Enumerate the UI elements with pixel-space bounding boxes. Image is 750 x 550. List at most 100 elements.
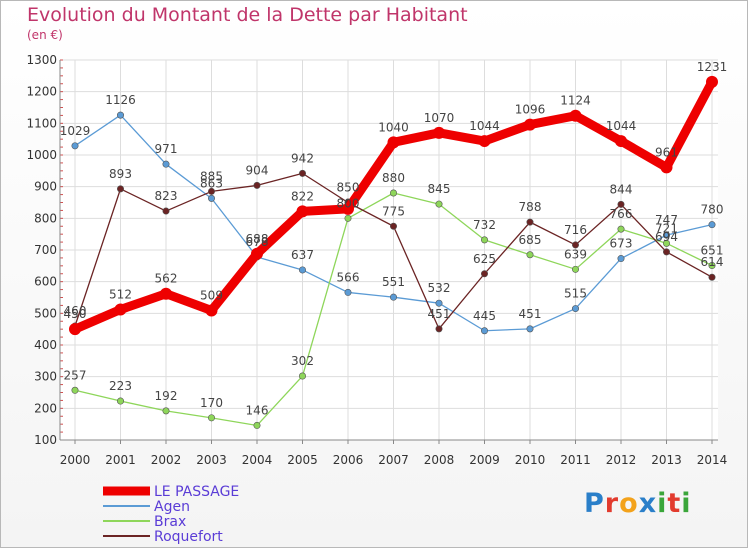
data-point — [296, 205, 309, 218]
data-point — [114, 303, 127, 316]
data-label: 460 — [64, 304, 87, 318]
data-point — [344, 288, 352, 296]
data-point — [387, 136, 400, 149]
data-label: 823 — [155, 189, 178, 203]
y-tick-label: 1200 — [26, 85, 57, 99]
data-label: 673 — [610, 237, 633, 251]
y-tick-label: 400 — [34, 338, 57, 352]
legend-label: LE PASSAGE — [154, 484, 239, 500]
data-point — [117, 397, 125, 405]
data-point — [571, 265, 579, 273]
data-label: 961 — [655, 145, 678, 159]
data-point — [435, 200, 443, 208]
data-point — [435, 299, 443, 307]
data-label: 942 — [291, 151, 314, 165]
legend-label: Agen — [154, 499, 190, 515]
legend-label: Roquefort — [154, 529, 223, 545]
data-label: 845 — [428, 182, 451, 196]
data-point — [706, 75, 718, 88]
data-point — [251, 247, 263, 260]
data-label: 780 — [701, 203, 724, 217]
x-tick-label: 2002 — [151, 453, 182, 467]
data-label: 688 — [246, 232, 269, 246]
proxiti-logo: Proxiti — [584, 488, 692, 519]
data-label: 766 — [610, 207, 633, 221]
y-tick-label: 500 — [34, 306, 57, 320]
data-label: 971 — [155, 142, 178, 156]
logo-letter: t — [667, 488, 682, 519]
data-point — [160, 287, 172, 300]
logo-letter: r — [604, 488, 620, 519]
data-point — [660, 161, 673, 174]
data-label: 450 — [64, 307, 87, 321]
data-label: 625 — [473, 252, 496, 266]
x-tick-label: 2011 — [560, 453, 591, 467]
data-point — [480, 270, 488, 278]
data-point — [298, 169, 306, 177]
data-point — [162, 160, 170, 168]
data-point — [342, 202, 354, 215]
data-point — [480, 327, 488, 335]
data-point — [480, 236, 488, 244]
x-tick-label: 2009 — [469, 453, 500, 467]
logo-letter: x — [638, 488, 658, 519]
data-point — [526, 325, 534, 333]
data-point — [662, 239, 670, 247]
x-tick-label: 2005 — [287, 453, 318, 467]
data-point — [662, 231, 670, 239]
data-point — [571, 305, 579, 313]
data-point — [478, 135, 491, 148]
data-label: 685 — [519, 233, 542, 247]
data-label: 844 — [610, 182, 633, 196]
data-point — [298, 266, 306, 274]
logo-letter: i — [681, 488, 692, 519]
data-label: 904 — [246, 163, 269, 177]
data-point — [253, 421, 261, 429]
data-point — [571, 241, 579, 249]
data-point — [617, 200, 625, 208]
data-point — [389, 222, 397, 230]
data-label: 1070 — [424, 111, 455, 125]
axes: 100 200 300 400 500 600 700 800 900 1000 1100 1200 1… — [26, 53, 727, 467]
chart-title: Evolution du Montant de la Dette par Hab… — [27, 4, 468, 26]
y-tick-label: 700 — [34, 243, 57, 257]
data-label: 509 — [200, 288, 223, 302]
data-point — [208, 414, 216, 422]
data-label: 192 — [155, 389, 178, 403]
series-lines — [69, 75, 718, 429]
y-tick-label: 200 — [34, 401, 57, 415]
data-label: 1029 — [60, 124, 91, 138]
x-tick-label: 2003 — [196, 453, 227, 467]
data-point — [389, 189, 397, 197]
data-point — [162, 207, 170, 215]
data-point — [208, 187, 216, 195]
data-label: 747 — [655, 213, 678, 227]
data-label: 800 — [337, 196, 360, 210]
data-label: 512 — [109, 288, 132, 302]
x-tick-label: 2004 — [242, 453, 273, 467]
x-tick-label: 2010 — [515, 453, 546, 467]
data-label: 651 — [701, 244, 724, 258]
y-tick-label: 800 — [34, 211, 57, 225]
data-point — [253, 181, 261, 189]
legend-label: Brax — [154, 514, 186, 530]
data-label: 170 — [200, 396, 223, 410]
data-label: 257 — [64, 368, 87, 382]
data-point — [69, 323, 81, 336]
chart-subtitle: (en €) — [27, 28, 63, 42]
y-tick-label: 1300 — [26, 53, 57, 67]
data-label: 1126 — [105, 93, 136, 107]
data-point — [435, 325, 443, 333]
data-label: 732 — [473, 218, 496, 232]
data-label: 551 — [382, 275, 405, 289]
y-tick-label: 900 — [34, 180, 57, 194]
x-tick-label: 2007 — [378, 453, 409, 467]
data-labels: 450 512 562 509 688 822 1040 1070 1044 1096 1124 10… — [60, 60, 728, 418]
x-tick-label: 2000 — [60, 453, 91, 467]
data-point — [71, 386, 79, 394]
data-point — [569, 109, 582, 122]
y-tick-label: 1100 — [26, 116, 57, 130]
data-point — [708, 273, 716, 281]
data-label: 451 — [519, 307, 542, 321]
